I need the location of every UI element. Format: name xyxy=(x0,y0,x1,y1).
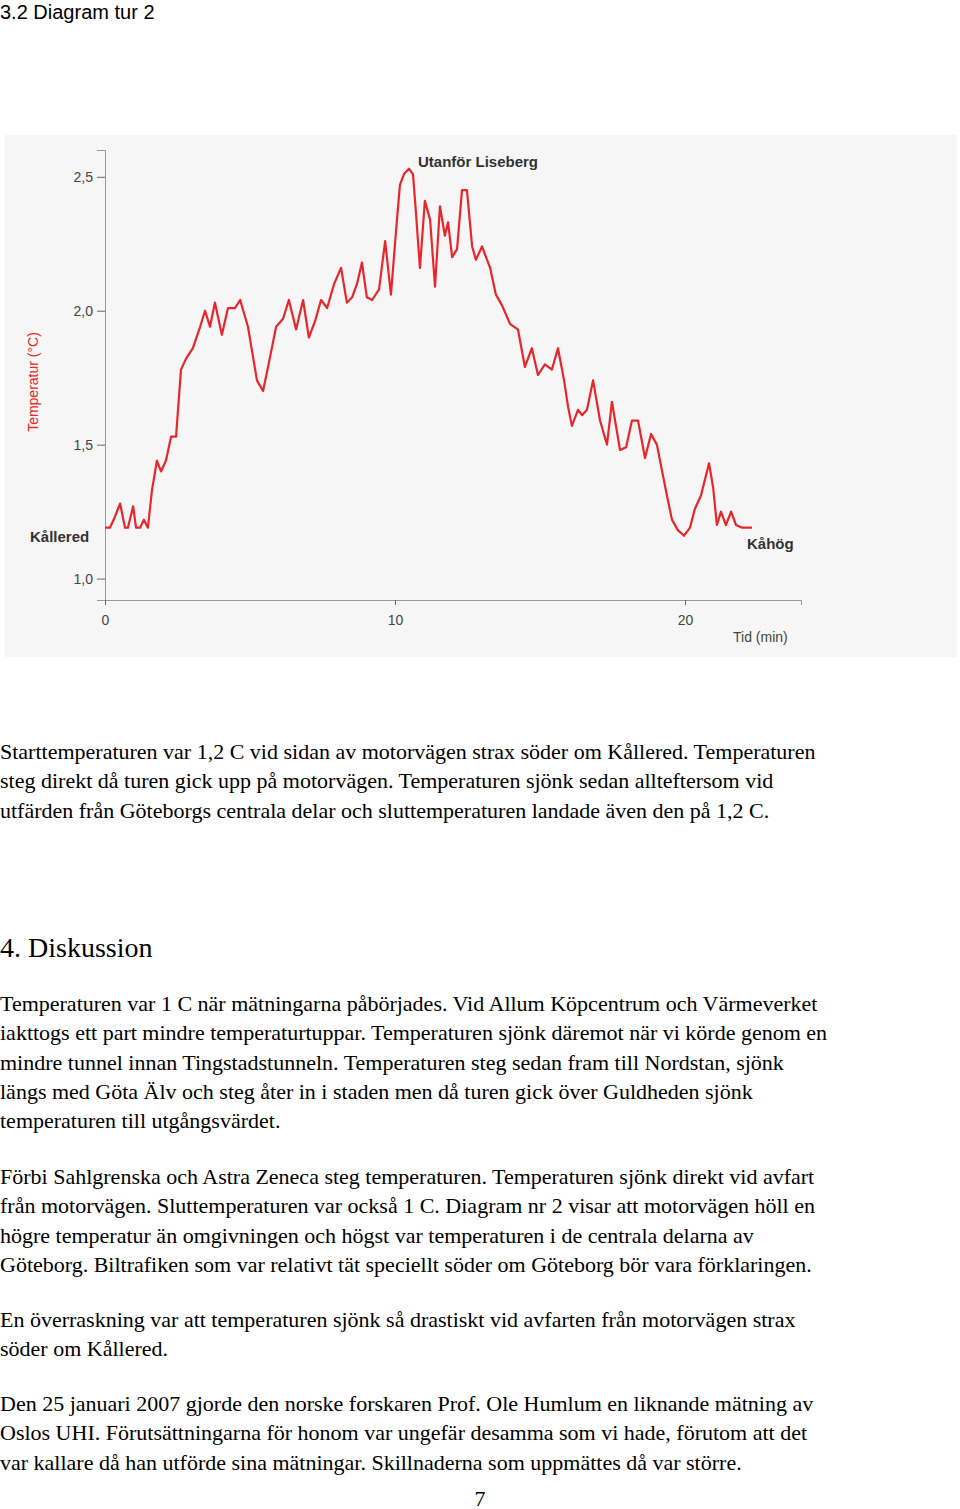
x-tick-label: 0 xyxy=(102,612,110,628)
text-line: En överraskning var att temperaturen sjö… xyxy=(0,1308,795,1332)
text-line: utfärden från Göteborgs centrala delar o… xyxy=(0,799,769,823)
x-tick: 10 xyxy=(388,600,404,628)
y-tick: 2,5 xyxy=(74,169,105,185)
x-tick: 0 xyxy=(102,600,110,628)
chart: 1,0 1,5 2,0 2,5 0 10 20 Temperatur (°C) Tid (min… xyxy=(0,0,960,700)
y-tick: 1,5 xyxy=(74,437,105,453)
y-tick-mark xyxy=(97,579,105,580)
x-tick-mark xyxy=(395,600,396,605)
text-line: temperaturen till utgångsvärdet. xyxy=(0,1109,280,1133)
y-tick-label: 1,0 xyxy=(74,571,94,587)
text-line: söder om Kållered. xyxy=(0,1337,168,1361)
x-axis-title: Tid (min) xyxy=(733,629,788,645)
x-tick: 20 xyxy=(678,600,694,628)
x-tick-label: 20 xyxy=(678,612,694,628)
x-tick-mark xyxy=(105,600,106,605)
chart-background xyxy=(5,135,957,657)
text-line: Göteborg. Biltrafiken som var relativt t… xyxy=(0,1253,812,1277)
y-tick-label: 2,5 xyxy=(74,169,94,185)
y-tick-label: 2,0 xyxy=(74,303,94,319)
text-line: högre temperatur än omgivningen och högs… xyxy=(0,1224,754,1248)
y-tick-mark xyxy=(97,311,105,312)
y-tick-label: 1,5 xyxy=(74,437,94,453)
text-line: längs med Göta Älv och steg åter in i st… xyxy=(0,1080,753,1104)
text-line: Temperaturen var 1 C när mätningarna påb… xyxy=(0,992,817,1016)
y-axis-title: Temperatur (°C) xyxy=(25,332,41,432)
text-line: iakttogs ett part mindre temperaturtuppa… xyxy=(0,1021,827,1045)
annotation: Utanför Liseberg xyxy=(418,153,538,170)
y-tick-mark xyxy=(97,445,105,446)
x-axis: 0 10 20 xyxy=(102,600,802,628)
x-axis-line xyxy=(106,601,802,606)
temperature-line xyxy=(105,169,752,536)
annotation: Kållered xyxy=(30,528,89,545)
section-title: 4. Diskussion xyxy=(0,932,152,964)
annotation: Kåhög xyxy=(747,535,794,552)
text-line: Den 25 januari 2007 gjorde den norske fo… xyxy=(0,1392,813,1416)
page-number: 7 xyxy=(0,1487,960,1509)
plot-area xyxy=(105,169,752,536)
heading: 3.2 Diagram tur 2 xyxy=(0,0,155,24)
y-tick: 1,0 xyxy=(74,571,105,587)
text-line: från motorvägen. Sluttemperaturen var oc… xyxy=(0,1194,815,1218)
text-line: Starttemperaturen var 1,2 C vid sidan av… xyxy=(0,740,815,764)
text-line: steg direkt då turen gick upp på motorvä… xyxy=(0,769,773,793)
text-line: mindre tunnel innan Tingstadstunneln. Te… xyxy=(0,1051,784,1075)
text-line: Oslos UHI. Förutsättningarna för honom v… xyxy=(0,1421,807,1445)
y-tick-mark xyxy=(97,177,105,178)
y-axis-line xyxy=(97,151,106,601)
text-line: Förbi Sahlgrenska och Astra Zeneca steg … xyxy=(0,1165,814,1189)
text-line: var kallare då han utförde sina mätninga… xyxy=(0,1451,742,1475)
x-tick-mark xyxy=(685,600,686,605)
y-tick: 2,0 xyxy=(74,303,105,319)
x-tick-label: 10 xyxy=(388,612,404,628)
